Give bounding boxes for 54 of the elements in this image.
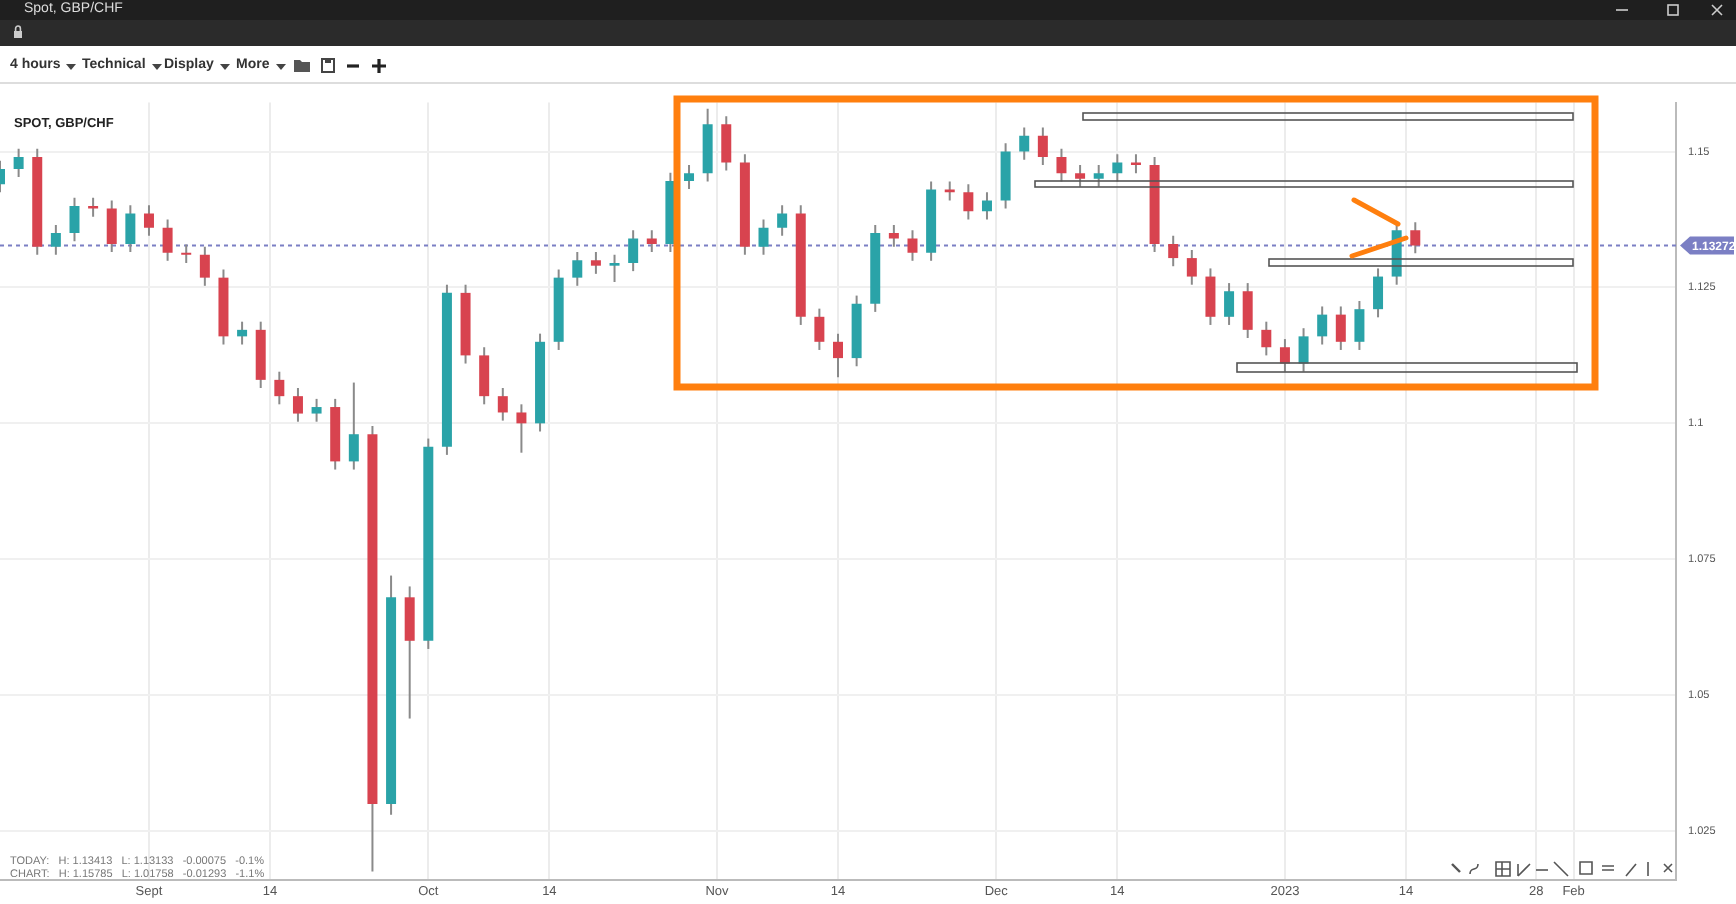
candlestick [1410,221,1421,255]
candlestick [1019,126,1030,161]
candlestick [348,381,359,471]
candlestick [1168,234,1179,268]
candlestick [125,204,136,254]
candlestick [292,387,303,423]
candlestick [106,199,117,254]
candlestick [516,403,527,454]
candlestick [1373,267,1384,319]
candlestick [181,243,192,264]
candlestick [1317,305,1328,346]
candlestick [572,251,583,287]
candlestick [1186,248,1197,286]
candlestick [981,191,992,221]
candlestick [69,196,80,243]
candlestick [1354,300,1365,351]
candlestick [479,346,490,406]
candlestick [1335,305,1346,351]
candlestick [907,229,918,262]
candlestick [1298,327,1309,373]
candlestick [963,183,974,221]
candlestick [88,196,99,218]
candlestick [590,251,601,275]
candlestick [1224,282,1235,326]
candlestick [1112,153,1123,183]
candlestick [1075,164,1086,188]
candlestick [311,397,322,423]
candlestick [1279,338,1290,373]
candlestick [162,218,173,262]
candlestick [497,387,508,422]
candlestick [143,204,154,237]
candlestick [1056,147,1067,183]
candlestick [50,223,61,256]
candlestick [13,147,24,179]
candlestick [628,229,639,273]
candlestick [758,218,769,256]
candlestick [888,223,899,248]
candlestick [1037,126,1048,167]
candlestick [814,307,825,351]
candlestick [237,320,248,346]
candlestick [1093,164,1104,188]
candlestick [1242,282,1253,339]
candlestick [646,229,657,254]
candlestick [684,164,695,191]
candlestick [404,585,415,720]
candlestick [274,370,285,406]
candlestick [1205,267,1216,326]
candlestick [609,253,620,283]
candlestick [1261,320,1272,357]
candlestick [777,204,788,237]
candlestick [1130,153,1141,175]
candlestick [721,115,732,172]
candlestick [199,245,210,287]
candlestick [833,332,843,379]
